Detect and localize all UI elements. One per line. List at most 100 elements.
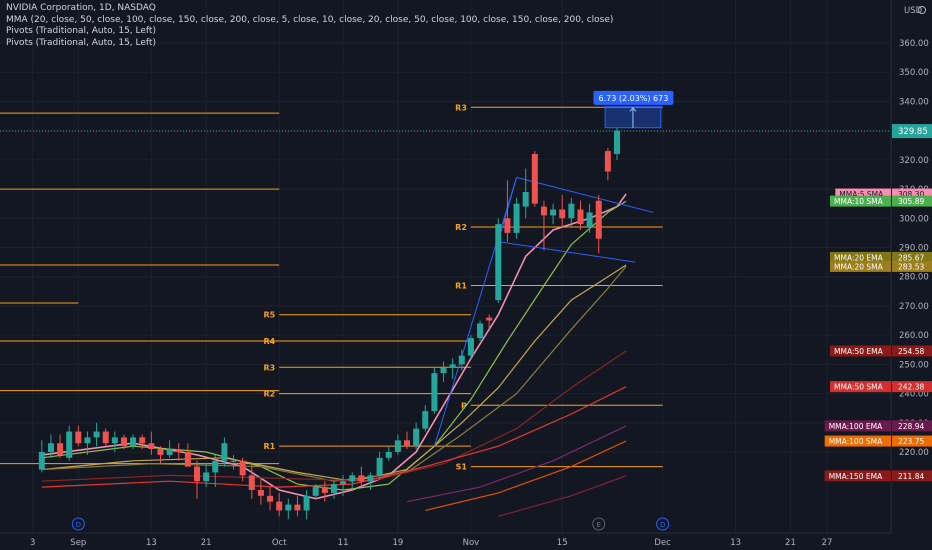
candle-body xyxy=(513,203,520,233)
candle-body xyxy=(404,440,410,447)
ma-value-tag xyxy=(892,345,932,357)
candle-body xyxy=(349,475,356,482)
candle-body xyxy=(394,440,401,452)
candle-body xyxy=(148,443,155,450)
price-tick-label: 270.00 xyxy=(899,302,929,312)
candle-body xyxy=(84,437,91,444)
pivot-label: R1 xyxy=(455,281,467,290)
candle-body xyxy=(75,431,82,444)
price-axis-bg xyxy=(891,0,932,550)
candle-body xyxy=(431,373,438,412)
candle-body xyxy=(540,206,547,216)
measure-arrow-head xyxy=(629,107,637,112)
ma-name: MMA:50 SMA xyxy=(834,383,884,392)
currency-label: USD xyxy=(904,6,923,16)
ma-line xyxy=(406,425,627,503)
event-marker[interactable] xyxy=(71,517,85,531)
candle-body xyxy=(47,443,54,452)
measure-label-bg xyxy=(593,90,674,105)
candle-body xyxy=(586,212,593,228)
candle-body xyxy=(157,449,164,455)
ma-value: 223.75 xyxy=(898,437,924,446)
ma-line xyxy=(498,475,627,517)
candle-body xyxy=(613,130,620,155)
ma-line xyxy=(425,440,627,511)
candle-body xyxy=(568,203,575,219)
ma-line xyxy=(41,386,627,488)
candle-body xyxy=(221,443,228,461)
price-tick-label: 340.00 xyxy=(899,97,929,107)
event-marker[interactable] xyxy=(656,517,670,531)
ma-value-tag xyxy=(892,260,932,272)
trendline xyxy=(433,177,518,447)
candle-body xyxy=(312,487,319,496)
ma-value: 254.58 xyxy=(898,347,924,356)
ma-value-tag xyxy=(892,381,932,393)
plot-area[interactable]: R5R4R3R2R1PR5R4R3R2R1R3R2R1PS1 xyxy=(0,103,663,520)
time-tick-label: Oct xyxy=(272,538,287,548)
pivot-label: R5 xyxy=(263,311,275,320)
time-tick-label: 27 xyxy=(822,538,833,548)
candle-body xyxy=(376,457,383,476)
time-tick-label: 13 xyxy=(146,538,157,548)
candle-body xyxy=(449,364,456,368)
candle-body xyxy=(577,209,584,225)
ma-name: MMA:100 EMA xyxy=(829,422,883,431)
candle-body xyxy=(257,489,264,496)
candle-body xyxy=(504,218,511,233)
candle-body xyxy=(175,449,182,452)
candle-body xyxy=(531,154,538,204)
candle-body xyxy=(239,460,246,476)
candle-body xyxy=(595,200,602,239)
ma-value: 211.84 xyxy=(898,472,924,481)
trendline xyxy=(516,176,654,213)
ma-value-tag xyxy=(892,470,932,482)
ma-line xyxy=(41,350,627,482)
event-marker-label: E xyxy=(597,521,601,529)
time-tick-label: 13 xyxy=(730,538,741,548)
candle-body xyxy=(130,437,137,447)
time-tick-label: 3 xyxy=(30,538,35,548)
ma-value-tag xyxy=(892,195,932,207)
ma-name-tag xyxy=(830,381,891,393)
legend-pivots-2[interactable]: Pivots (Traditional, Auto, 15, Left) xyxy=(6,37,156,48)
legend-mma[interactable]: MMA (20, close, 50, close, 100, close, 1… xyxy=(6,14,614,25)
candle-body xyxy=(303,495,310,511)
ma-name-tag xyxy=(835,188,891,200)
candle-body xyxy=(184,452,191,467)
time-tick-label: Nov xyxy=(463,538,480,548)
pivot-label: R1 xyxy=(263,442,275,451)
ma-line xyxy=(41,264,627,482)
ma-value-tag xyxy=(892,251,932,263)
candle-body xyxy=(321,487,328,493)
legend-pivots-1[interactable]: Pivots (Traditional, Auto, 15, Left) xyxy=(6,26,156,36)
ma-value-tag xyxy=(892,435,932,447)
candle-body xyxy=(422,411,429,429)
candle-body xyxy=(330,484,337,493)
ma-name: MMA:20 SMA xyxy=(834,262,884,271)
ma-name-tag xyxy=(824,435,891,447)
candle-body xyxy=(340,481,347,485)
ma-value: 242.38 xyxy=(898,383,924,392)
pivot-label: S1 xyxy=(456,463,468,472)
event-marker-label: D xyxy=(660,521,665,529)
candle-body xyxy=(550,209,557,216)
candle-body xyxy=(413,428,420,447)
ma-name-tag xyxy=(830,260,891,272)
price-tick-label: 320.00 xyxy=(899,156,929,166)
candle-body xyxy=(285,504,292,511)
candle-body xyxy=(358,475,365,482)
candle-body xyxy=(477,323,484,339)
candle-body xyxy=(203,472,210,482)
candle-body xyxy=(102,431,109,444)
candle-body xyxy=(166,449,173,455)
legend: NVIDIA Corporation, 1D, NASDAQ MMA (20, … xyxy=(6,3,613,49)
ma-name: MMA:50 EMA xyxy=(834,347,884,356)
ma-name-tag xyxy=(830,251,891,263)
legend-title[interactable]: NVIDIA Corporation, 1D, NASDAQ xyxy=(6,3,156,13)
candle-body xyxy=(604,151,611,172)
settings-icon[interactable] xyxy=(918,6,926,14)
event-marker[interactable] xyxy=(592,517,606,531)
candle-body xyxy=(38,452,45,470)
